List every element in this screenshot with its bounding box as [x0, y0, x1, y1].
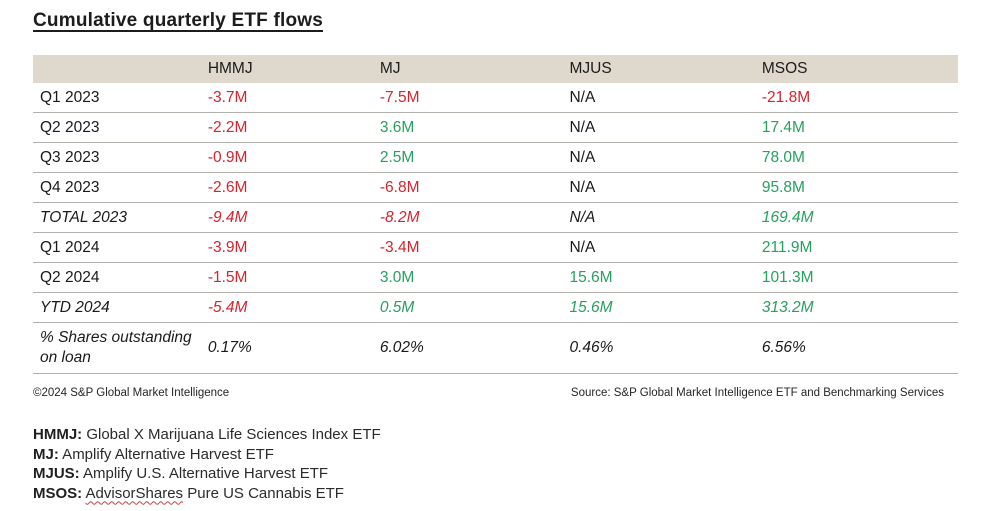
table-cell: -2.2M [207, 112, 380, 143]
table-body: Q1 2023 -3.7M -7.5M N/A -21.8M Q2 2023 -2.2M 3.… [33, 83, 958, 374]
table-row: Q1 2024 -3.9M -3.4M N/A 211.9M [33, 232, 958, 263]
table-cell: 15.6M [569, 262, 762, 293]
footnote-line: MJ: Amplify Alternative Harvest ETF [33, 445, 958, 465]
table-row: Q2 2023 -2.2M 3.6M N/A 17.4M [33, 112, 958, 143]
footnote-text: Global X Marijuana Life Sciences Index E… [82, 426, 381, 443]
table-row: YTD 2024 -5.4M 0.5M 15.6M 313.2M [33, 292, 958, 323]
table-cell: 6.02% [379, 322, 570, 374]
table-cell: -0.9M [207, 142, 380, 173]
table-row: Q2 2024 -1.5M 3.0M 15.6M 101.3M [33, 262, 958, 293]
table-cell: 3.0M [379, 262, 570, 293]
table-cell: N/A [569, 232, 762, 263]
row-label: Q4 2023 [33, 172, 208, 203]
table-cell: -3.7M [207, 83, 380, 113]
table-cell: 6.56% [761, 322, 958, 374]
row-label: Q1 2023 [33, 83, 208, 113]
table-row: Q1 2023 -3.7M -7.5M N/A -21.8M [33, 83, 958, 113]
footnote-ticker: MJ: [33, 445, 59, 463]
table-cell: 95.8M [761, 172, 958, 203]
table-cell: -6.8M [379, 172, 570, 203]
table-cell: -7.5M [379, 83, 570, 113]
table-footer: ©2024 S&P Global Market Intelligence Sou… [33, 387, 958, 399]
row-label: Q2 2024 [33, 262, 208, 293]
table-cell: -2.6M [207, 172, 380, 203]
footnote-ticker: HMMJ: [33, 426, 83, 443]
ticker-footnotes: HMMJ: Global X Marijuana Life Sciences I… [33, 425, 958, 503]
row-label: Q3 2023 [33, 142, 208, 173]
column-header-mj: MJ [379, 55, 570, 83]
table-cell: -5.4M [207, 292, 380, 323]
footnote-text-spellcheck: AdvisorShares [85, 484, 184, 502]
column-header-hmmj: HMMJ [207, 55, 380, 83]
table-cell: N/A [569, 172, 762, 203]
table-cell: 3.6M [379, 112, 570, 143]
table-row: TOTAL 2023 -9.4M -8.2M N/A 169.4M [33, 202, 958, 233]
column-header-mjus: MJUS [569, 55, 762, 83]
table-cell: N/A [569, 112, 762, 143]
table-cell: N/A [569, 83, 762, 113]
footnote-line: MSOS: AdvisorShares Pure US Cannabis ETF [33, 484, 958, 504]
column-header-msos: MSOS [761, 55, 958, 83]
footnote-ticker: MSOS: [33, 484, 83, 502]
page-title: Cumulative quarterly ETF flows [33, 10, 323, 31]
table-cell: 15.6M [569, 292, 762, 323]
table-header-row: HMMJ MJ MJUS MSOS [33, 55, 958, 83]
table-cell: -8.2M [379, 202, 570, 233]
row-label: Q1 2024 [33, 232, 208, 263]
footnote-line: HMMJ: Global X Marijuana Life Sciences I… [33, 425, 958, 445]
table-cell: -3.9M [207, 232, 380, 263]
table-cell: -9.4M [207, 202, 380, 233]
row-label: TOTAL 2023 [33, 202, 208, 233]
table-cell: N/A [569, 142, 762, 173]
table-cell: -1.5M [207, 262, 380, 293]
table-cell: 2.5M [379, 142, 570, 173]
table-cell: -21.8M [761, 83, 958, 113]
table-cell: -3.4M [379, 232, 570, 263]
column-header-blank [33, 55, 208, 83]
table-row: % Shares outstanding on loan 0.17% 6.02% 0.… [33, 322, 958, 374]
footnote-ticker: MJUS: [33, 465, 80, 482]
table-row: Q3 2023 -0.9M 2.5M N/A 78.0M [33, 142, 958, 173]
row-label: % Shares outstanding on loan [33, 322, 208, 374]
table-cell: 313.2M [761, 292, 958, 323]
footnote-text: Amplify Alternative Harvest ETF [58, 445, 274, 463]
table-cell: N/A [569, 202, 762, 233]
table-cell: 169.4M [761, 202, 958, 233]
table-cell: 211.9M [761, 232, 958, 263]
table-cell: 0.46% [569, 322, 762, 374]
footnote-text: Amplify U.S. Alternative Harvest ETF [79, 465, 329, 482]
footnote-text: Pure US Cannabis ETF [183, 484, 344, 502]
table-row: Q4 2023 -2.6M -6.8M N/A 95.8M [33, 172, 958, 203]
table-cell: 0.5M [379, 292, 570, 323]
row-label: YTD 2024 [33, 292, 208, 323]
source-text: Source: S&P Global Market Intelligence E… [570, 387, 944, 399]
copyright-text: ©2024 S&P Global Market Intelligence [33, 387, 230, 399]
table-cell: 101.3M [761, 262, 958, 293]
table-cell: 0.17% [207, 322, 380, 374]
table-cell: 78.0M [761, 142, 958, 173]
footnote-line: MJUS: Amplify U.S. Alternative Harvest E… [33, 464, 958, 484]
table-cell: 17.4M [761, 112, 958, 143]
row-label: Q2 2023 [33, 112, 208, 143]
etf-flows-table: HMMJ MJ MJUS MSOS Q1 2023 -3.7M -7.5M N/A -2… [33, 55, 958, 374]
